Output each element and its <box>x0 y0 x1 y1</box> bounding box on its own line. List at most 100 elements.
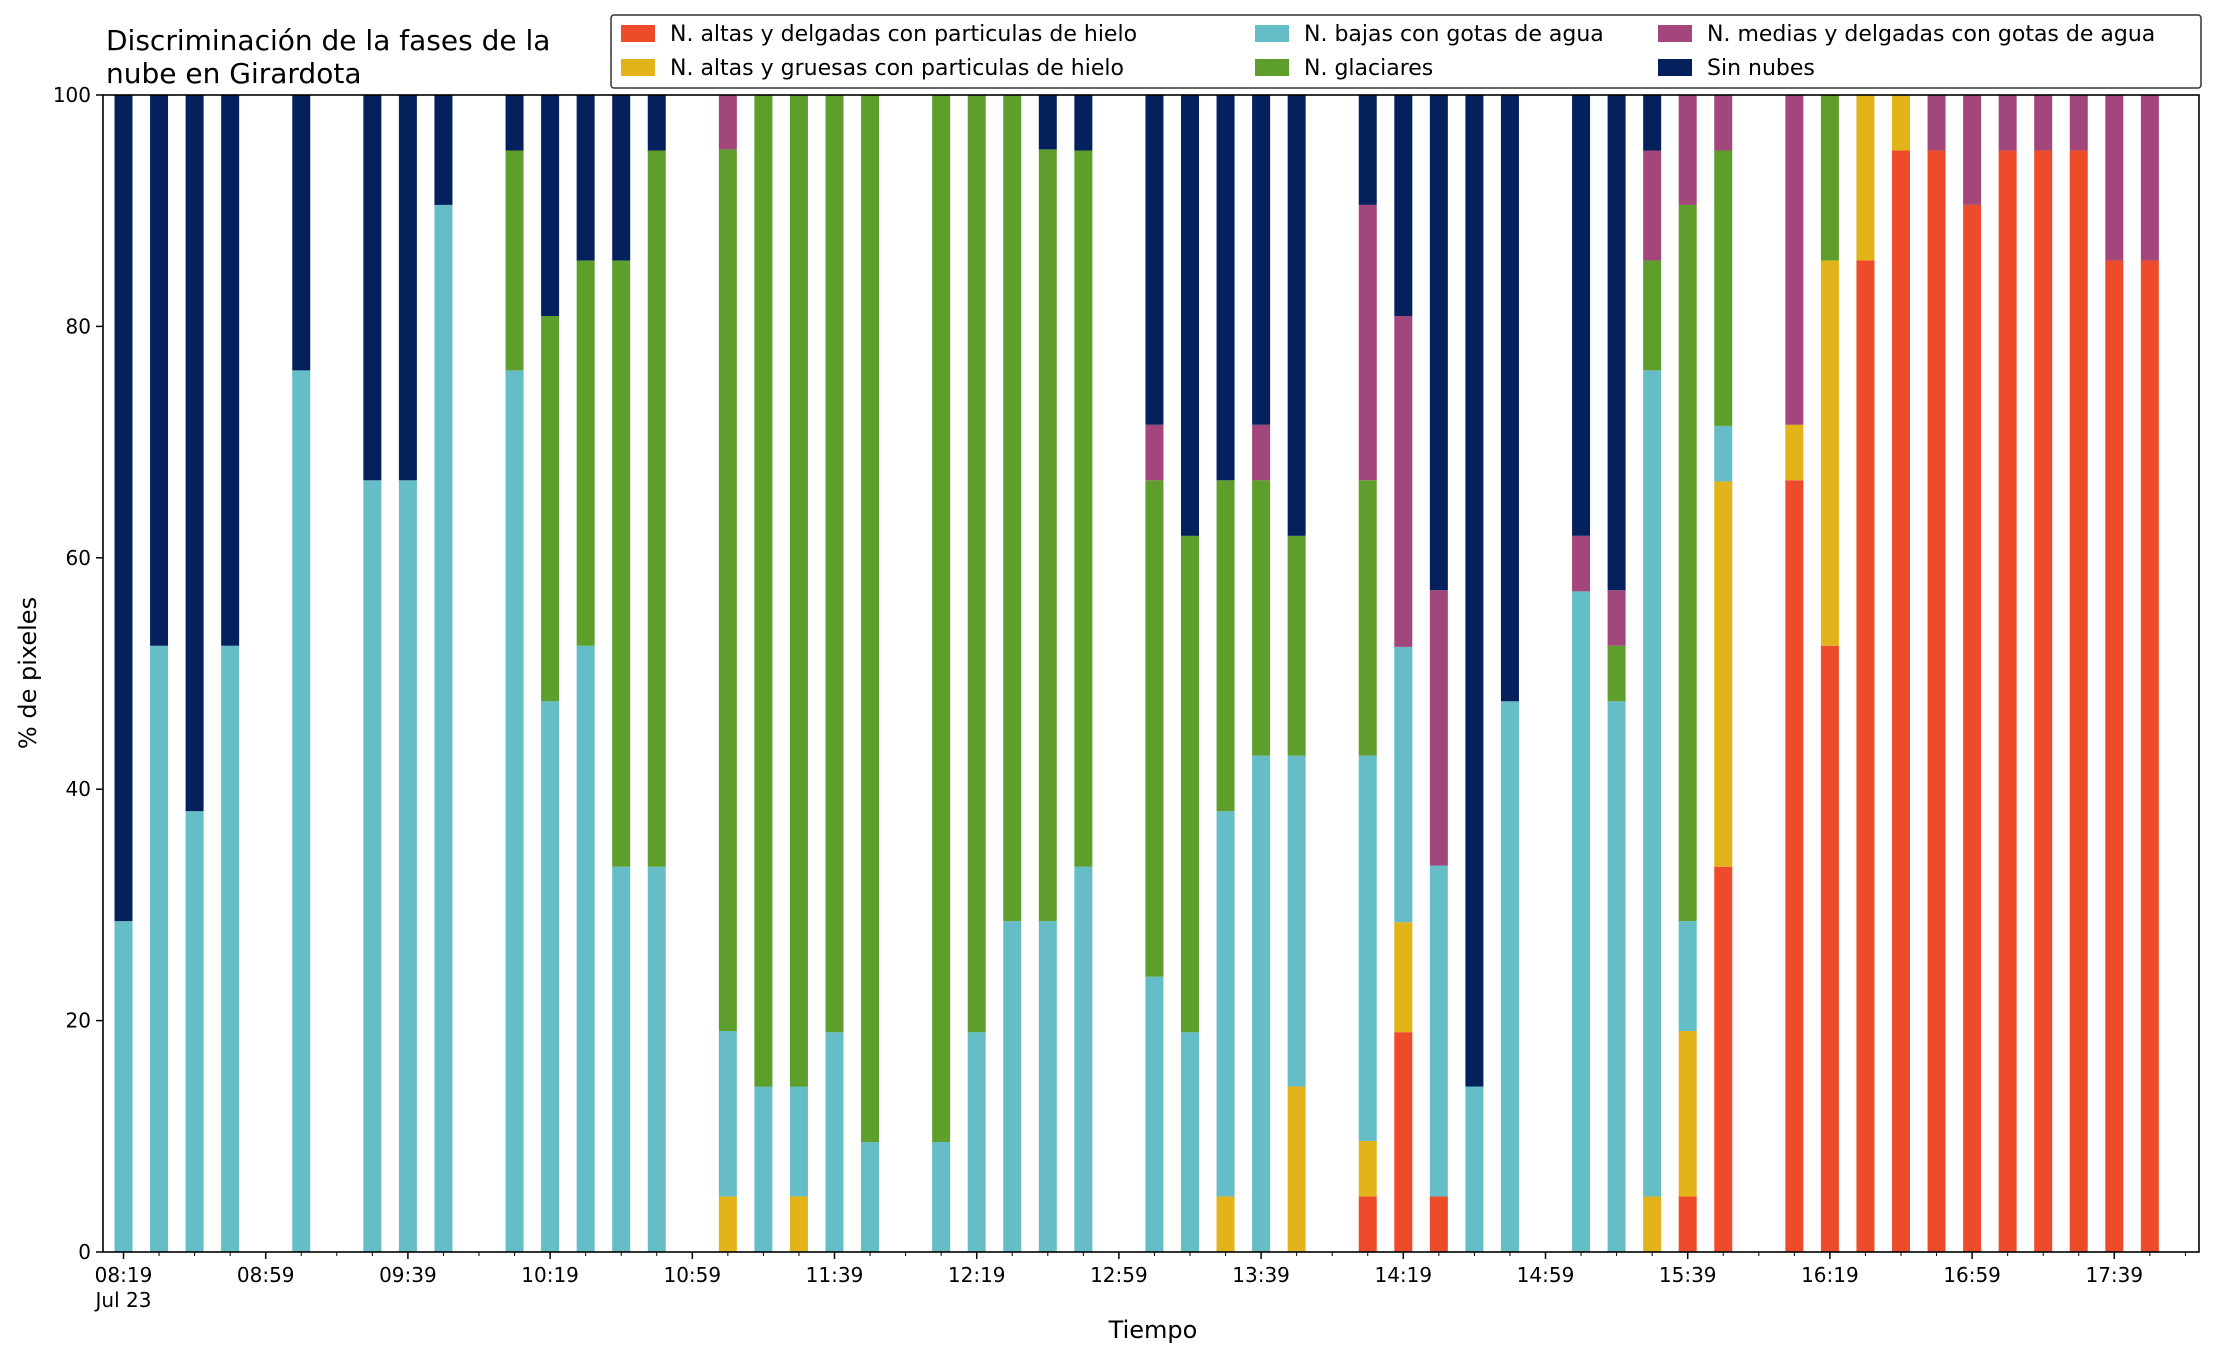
bar-segment-medias-34 <box>1607 590 1626 646</box>
y-tick-label: 100 <box>53 83 91 107</box>
bar-segment-alt_del-47 <box>2105 260 2124 1252</box>
legend-label-sin: Sin nubes <box>1707 56 1815 81</box>
bar-segment-glaciares-13 <box>718 149 737 1032</box>
bar-segment-sin-9 <box>541 95 560 316</box>
bar-segment-bajas-31 <box>1465 1086 1484 1252</box>
bar-segment-alt_grue-29 <box>1394 922 1413 1033</box>
bar-segment-bajas-19 <box>967 1032 986 1252</box>
bar-segment-alt_grue-37 <box>1714 481 1733 867</box>
bar-segment-glaciares-17 <box>861 95 880 1143</box>
bar-segment-alt_grue-38 <box>1785 424 1804 481</box>
bar-segment-bajas-14 <box>754 1086 773 1252</box>
bar-segment-sin-24 <box>1181 95 1199 536</box>
bar-segment-glaciares-27 <box>1287 535 1306 756</box>
legend-box <box>610 14 2202 89</box>
bar-segment-glaciares-18 <box>932 95 951 1143</box>
bar-segment-bajas-7 <box>434 204 453 1252</box>
bar-segment-bajas-8 <box>505 370 524 1252</box>
bar-segment-sin-34 <box>1607 95 1626 591</box>
bar-segment-medias-30 <box>1429 590 1448 866</box>
legend-swatch-glaciares <box>1255 59 1289 76</box>
bar-segment-bajas-16 <box>825 1032 844 1252</box>
legend-label-alt_grue: N. altas y gruesas con particulas de hie… <box>670 56 1124 81</box>
bar-segment-alt_grue-35 <box>1643 1196 1662 1252</box>
bar-segment-sin-10 <box>576 95 595 261</box>
bar-segment-sin-3 <box>221 95 240 646</box>
bar-segment-alt_grue-28 <box>1358 1140 1377 1197</box>
bar-segment-alt_del-29 <box>1394 1032 1413 1252</box>
bar-segment-sin-0 <box>114 95 133 922</box>
x-tick-label: 16:19 <box>1801 1263 1859 1287</box>
bar-segment-alt_del-46 <box>2069 150 2088 1252</box>
bar-segment-medias-33 <box>1572 535 1591 592</box>
x-tick-sublabel: Jul 23 <box>94 1288 152 1312</box>
bar-segment-medias-46 <box>2069 95 2088 151</box>
bar-segment-bajas-26 <box>1252 755 1271 1252</box>
bar-segment-bajas-23 <box>1145 976 1164 1252</box>
bar-segment-glaciares-23 <box>1145 480 1164 977</box>
bar-segment-alt_del-28 <box>1358 1196 1377 1252</box>
y-axis: 0 20 40 60 80 100 <box>53 83 103 1264</box>
bar-segment-sin-23 <box>1145 95 1164 425</box>
bar-segment-alt_grue-27 <box>1287 1086 1306 1252</box>
bar-segment-alt_del-40 <box>1856 260 1875 1252</box>
x-tick-label: 15:39 <box>1659 1263 1717 1287</box>
bar-segment-bajas-9 <box>541 701 560 1252</box>
bar-segment-bajas-0 <box>114 921 133 1252</box>
bar-segment-sin-5 <box>363 95 382 481</box>
bar-segment-alt_del-48 <box>2140 260 2159 1252</box>
y-tick-label: 80 <box>66 314 91 338</box>
bar-segment-glaciares-10 <box>576 260 595 646</box>
bar-segment-glaciares-35 <box>1643 260 1662 371</box>
bar-segment-bajas-5 <box>363 480 382 1252</box>
bar-segment-medias-44 <box>1998 95 2017 151</box>
legend-label-alt_del: N. altas y delgadas con particulas de hi… <box>670 22 1137 47</box>
bar-segment-bajas-21 <box>1038 921 1057 1252</box>
bar-segment-glaciares-26 <box>1252 480 1271 756</box>
bar-segment-bajas-1 <box>150 645 169 1252</box>
bar-segment-glaciares-28 <box>1358 480 1377 756</box>
bar-segment-bajas-20 <box>1003 921 1022 1252</box>
bar-segment-sin-1 <box>150 95 169 646</box>
bar-segment-bajas-2 <box>185 811 204 1252</box>
bar-segment-sin-30 <box>1429 95 1448 591</box>
x-tick-label: 08:59 <box>237 1263 295 1287</box>
bar-segment-sin-29 <box>1394 95 1413 316</box>
y-tick-label: 0 <box>78 1240 91 1264</box>
legend-swatch-medias <box>1658 25 1692 42</box>
x-tick-label: 08:19 <box>95 1263 153 1287</box>
bar-segment-alt_grue-36 <box>1678 1031 1697 1197</box>
bar-segment-sin-31 <box>1465 95 1484 1087</box>
x-tick-label: 14:19 <box>1374 1263 1432 1287</box>
x-tick-label: 10:19 <box>521 1263 579 1287</box>
bar-segment-medias-26 <box>1252 424 1271 481</box>
x-tick-label: 14:59 <box>1517 1263 1575 1287</box>
bar-segment-bajas-25 <box>1216 811 1235 1197</box>
legend-swatch-bajas <box>1255 25 1289 42</box>
bar-segment-sin-8 <box>505 95 524 151</box>
bar-segment-medias-37 <box>1714 95 1733 151</box>
x-tick-label: 12:59 <box>1090 1263 1148 1287</box>
bar-segment-glaciares-15 <box>789 95 808 1087</box>
bar-segment-medias-23 <box>1145 424 1164 481</box>
x-tick-label: 10:59 <box>663 1263 721 1287</box>
bar-segment-sin-7 <box>434 95 453 205</box>
bar-segment-alt_del-42 <box>1927 150 1946 1252</box>
bar-segment-bajas-15 <box>789 1086 808 1197</box>
bar-segment-alt_grue-15 <box>789 1196 808 1252</box>
plot-area-frame <box>102 94 2200 1253</box>
y-axis-label: % de pixeles <box>14 597 42 749</box>
bar-segment-medias-29 <box>1394 315 1413 647</box>
bar-segment-sin-2 <box>185 95 204 812</box>
bar-segment-sin-12 <box>647 95 666 151</box>
bar-segment-glaciares-25 <box>1216 480 1235 812</box>
bar-segment-glaciares-34 <box>1607 645 1626 702</box>
bar-segment-alt_del-37 <box>1714 866 1733 1252</box>
bar-segment-bajas-29 <box>1394 646 1413 923</box>
bar-segment-bajas-18 <box>932 1142 951 1252</box>
bar-segment-alt_grue-13 <box>718 1196 737 1252</box>
bar-segment-alt_del-30 <box>1429 1196 1448 1252</box>
bar-segment-glaciares-22 <box>1074 150 1093 867</box>
bar-segment-alt_grue-25 <box>1216 1196 1235 1252</box>
